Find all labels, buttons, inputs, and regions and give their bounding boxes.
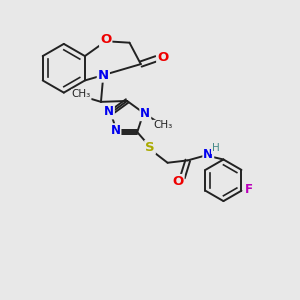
Text: H: H: [212, 143, 219, 154]
Text: N: N: [110, 124, 121, 137]
Text: N: N: [203, 148, 213, 160]
Text: S: S: [145, 141, 155, 154]
Text: CH₃: CH₃: [153, 120, 172, 130]
Text: N: N: [104, 106, 114, 118]
Text: F: F: [245, 183, 253, 196]
Text: O: O: [172, 175, 184, 188]
Text: N: N: [98, 69, 109, 82]
Text: CH₃: CH₃: [72, 89, 91, 99]
Text: N: N: [140, 107, 150, 120]
Text: O: O: [157, 51, 168, 64]
Text: O: O: [100, 33, 111, 46]
